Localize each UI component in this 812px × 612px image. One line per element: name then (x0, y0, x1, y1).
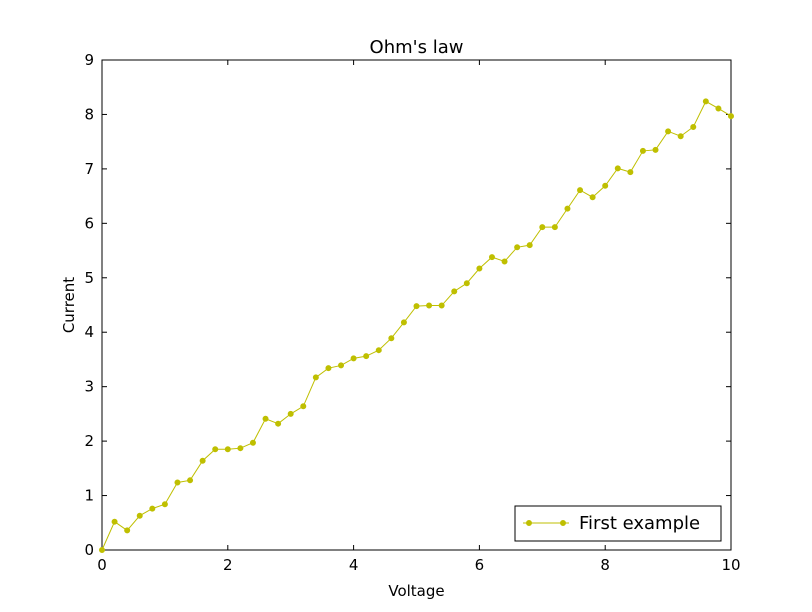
data-point (577, 187, 584, 194)
data-point (476, 265, 483, 272)
y-tick-label: 7 (84, 160, 94, 178)
x-tick-label: 0 (97, 556, 107, 574)
y-tick-label: 8 (84, 105, 94, 123)
x-tick-label: 6 (475, 556, 485, 574)
data-point (249, 439, 256, 446)
data-point (677, 133, 684, 140)
legend-label-first-example: First example (579, 513, 700, 534)
data-point (551, 224, 558, 231)
y-tick-label: 0 (84, 541, 94, 559)
y-tick-label: 2 (84, 432, 94, 450)
y-axis-label: Current (60, 277, 78, 333)
data-point (136, 512, 143, 519)
data-point (400, 319, 407, 326)
data-point (715, 105, 722, 112)
data-point (426, 302, 433, 309)
data-point (124, 527, 131, 534)
data-point (539, 224, 546, 231)
x-axis-ticks: 0 2 4 6 8 10 (97, 60, 741, 574)
legend: First example (514, 505, 722, 542)
y-tick-label: 5 (84, 269, 94, 287)
data-point (463, 280, 470, 287)
y-tick-label: 4 (84, 323, 94, 341)
data-point (627, 169, 634, 176)
data-point (350, 355, 357, 362)
data-point (652, 146, 659, 153)
y-tick-label: 3 (84, 378, 94, 396)
x-tick-label: 4 (349, 556, 359, 574)
data-point (514, 244, 521, 251)
x-tick-label: 10 (721, 556, 740, 574)
data-point (199, 457, 206, 464)
data-point (413, 303, 420, 310)
y-tick-label: 9 (84, 51, 94, 69)
y-axis-ticks: 0 1 2 3 4 5 6 7 8 9 (84, 51, 731, 559)
data-point (614, 165, 621, 172)
data-point (451, 288, 458, 295)
data-point (237, 445, 244, 452)
data-point (665, 128, 672, 135)
data-point (111, 518, 118, 525)
data-point (375, 347, 382, 354)
data-point (363, 353, 370, 360)
data-point (262, 415, 269, 422)
data-point (602, 182, 609, 189)
data-point (287, 410, 294, 417)
x-tick-label: 8 (600, 556, 610, 574)
chart-title: Ohm's law (370, 37, 464, 58)
data-point (212, 446, 219, 453)
data-point (300, 403, 307, 410)
legend-marker (526, 520, 532, 526)
data-point (388, 335, 395, 342)
y-tick-label: 1 (84, 487, 94, 505)
legend-marker (560, 520, 566, 526)
data-point (488, 254, 495, 261)
data-point (501, 258, 508, 265)
data-point (728, 113, 734, 120)
data-point (174, 479, 181, 486)
data-point (526, 242, 533, 249)
data-point (99, 547, 105, 553)
x-tick-label: 2 (223, 556, 233, 574)
data-point (639, 147, 646, 154)
data-point (224, 446, 231, 453)
data-point (338, 362, 345, 369)
data-point (161, 501, 168, 508)
data-point (589, 194, 596, 201)
data-point (690, 123, 697, 130)
data-point (325, 365, 332, 372)
data-point (312, 374, 319, 381)
data-point (702, 98, 709, 105)
data-point (275, 420, 282, 427)
series-layer (99, 98, 734, 553)
y-tick-label: 6 (84, 214, 94, 232)
data-point (438, 302, 445, 309)
data-point (149, 505, 156, 512)
data-point (187, 477, 194, 484)
data-point (564, 205, 571, 212)
x-axis-label: Voltage (388, 582, 444, 600)
